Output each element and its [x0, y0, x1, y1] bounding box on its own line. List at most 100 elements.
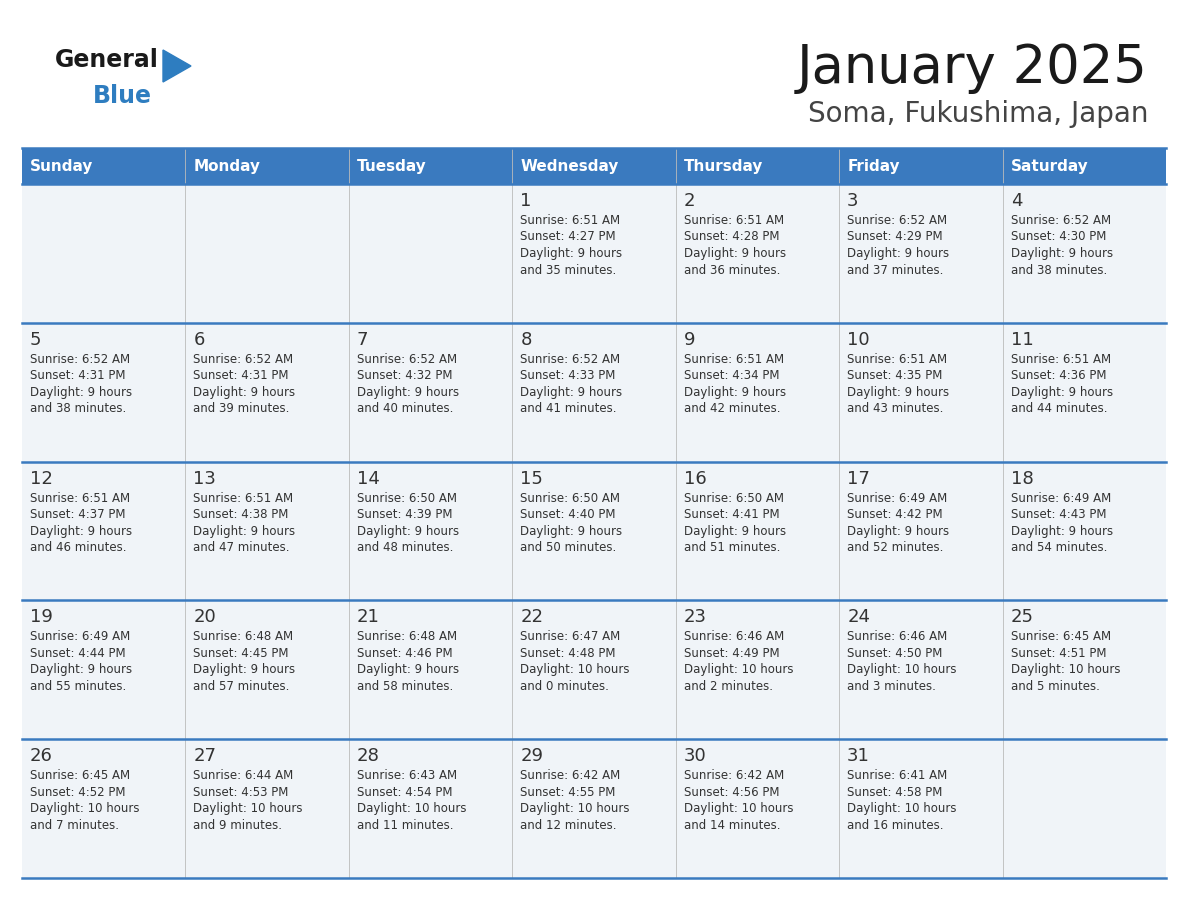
Text: 24: 24: [847, 609, 870, 626]
Text: Sunrise: 6:52 AM: Sunrise: 6:52 AM: [847, 214, 947, 227]
Text: 12: 12: [30, 470, 53, 487]
Text: Sunday: Sunday: [30, 159, 94, 174]
Text: Sunrise: 6:52 AM: Sunrise: 6:52 AM: [194, 353, 293, 365]
Text: and 14 minutes.: and 14 minutes.: [684, 819, 781, 832]
Text: Sunset: 4:49 PM: Sunset: 4:49 PM: [684, 647, 779, 660]
Text: 28: 28: [356, 747, 380, 766]
Text: Sunset: 4:56 PM: Sunset: 4:56 PM: [684, 786, 779, 799]
Text: 19: 19: [30, 609, 53, 626]
Text: Sunrise: 6:52 AM: Sunrise: 6:52 AM: [356, 353, 457, 365]
Text: and 42 minutes.: and 42 minutes.: [684, 402, 781, 415]
Text: Daylight: 10 hours: Daylight: 10 hours: [520, 802, 630, 815]
Text: 17: 17: [847, 470, 870, 487]
Text: Sunrise: 6:51 AM: Sunrise: 6:51 AM: [684, 353, 784, 365]
Text: and 58 minutes.: and 58 minutes.: [356, 680, 453, 693]
Text: 20: 20: [194, 609, 216, 626]
Text: 11: 11: [1011, 330, 1034, 349]
Text: Sunset: 4:32 PM: Sunset: 4:32 PM: [356, 369, 453, 382]
Text: Sunset: 4:51 PM: Sunset: 4:51 PM: [1011, 647, 1106, 660]
Text: 4: 4: [1011, 192, 1022, 210]
Text: Sunrise: 6:51 AM: Sunrise: 6:51 AM: [1011, 353, 1111, 365]
Text: and 46 minutes.: and 46 minutes.: [30, 541, 126, 554]
Text: and 54 minutes.: and 54 minutes.: [1011, 541, 1107, 554]
Bar: [349, 148, 512, 184]
Text: and 43 minutes.: and 43 minutes.: [847, 402, 943, 415]
Bar: [1003, 462, 1165, 600]
Text: Sunrise: 6:42 AM: Sunrise: 6:42 AM: [684, 769, 784, 782]
Text: Soma, Fukushima, Japan: Soma, Fukushima, Japan: [808, 100, 1148, 128]
Bar: [23, 739, 185, 878]
Text: and 40 minutes.: and 40 minutes.: [356, 402, 454, 415]
Text: 5: 5: [30, 330, 42, 349]
Text: 27: 27: [194, 747, 216, 766]
Bar: [349, 184, 512, 323]
Text: and 12 minutes.: and 12 minutes.: [520, 819, 617, 832]
Text: Daylight: 10 hours: Daylight: 10 hours: [1011, 664, 1120, 677]
Text: Daylight: 10 hours: Daylight: 10 hours: [684, 802, 794, 815]
Text: 8: 8: [520, 330, 532, 349]
Bar: [839, 600, 1003, 739]
Text: Sunset: 4:37 PM: Sunset: 4:37 PM: [30, 508, 126, 521]
Bar: [23, 184, 185, 323]
Text: and 50 minutes.: and 50 minutes.: [520, 541, 617, 554]
Text: and 16 minutes.: and 16 minutes.: [847, 819, 943, 832]
Text: Daylight: 9 hours: Daylight: 9 hours: [30, 524, 132, 538]
Text: Daylight: 9 hours: Daylight: 9 hours: [356, 524, 459, 538]
Text: Monday: Monday: [194, 159, 260, 174]
Text: 18: 18: [1011, 470, 1034, 487]
Text: Tuesday: Tuesday: [356, 159, 426, 174]
Text: and 51 minutes.: and 51 minutes.: [684, 541, 781, 554]
Text: Friday: Friday: [847, 159, 899, 174]
Text: and 39 minutes.: and 39 minutes.: [194, 402, 290, 415]
Text: Sunset: 4:38 PM: Sunset: 4:38 PM: [194, 508, 289, 521]
Text: 15: 15: [520, 470, 543, 487]
Text: Daylight: 9 hours: Daylight: 9 hours: [684, 524, 785, 538]
Text: Daylight: 9 hours: Daylight: 9 hours: [684, 247, 785, 260]
Bar: [349, 600, 512, 739]
Bar: [185, 739, 349, 878]
Text: Sunset: 4:40 PM: Sunset: 4:40 PM: [520, 508, 615, 521]
Text: Daylight: 9 hours: Daylight: 9 hours: [194, 664, 296, 677]
Text: and 3 minutes.: and 3 minutes.: [847, 680, 936, 693]
Text: Sunset: 4:44 PM: Sunset: 4:44 PM: [30, 647, 126, 660]
Text: 31: 31: [847, 747, 870, 766]
Text: Sunset: 4:53 PM: Sunset: 4:53 PM: [194, 786, 289, 799]
Text: Daylight: 9 hours: Daylight: 9 hours: [520, 386, 623, 398]
Text: 26: 26: [30, 747, 53, 766]
Bar: [185, 462, 349, 600]
Text: Daylight: 10 hours: Daylight: 10 hours: [356, 802, 467, 815]
Text: Sunrise: 6:50 AM: Sunrise: 6:50 AM: [520, 492, 620, 505]
Text: Sunrise: 6:50 AM: Sunrise: 6:50 AM: [684, 492, 784, 505]
Text: Sunrise: 6:49 AM: Sunrise: 6:49 AM: [30, 631, 131, 644]
Text: Daylight: 9 hours: Daylight: 9 hours: [684, 386, 785, 398]
Text: Sunrise: 6:46 AM: Sunrise: 6:46 AM: [847, 631, 947, 644]
Text: Sunset: 4:48 PM: Sunset: 4:48 PM: [520, 647, 615, 660]
Text: Daylight: 9 hours: Daylight: 9 hours: [1011, 386, 1113, 398]
Text: Sunset: 4:30 PM: Sunset: 4:30 PM: [1011, 230, 1106, 243]
Text: and 44 minutes.: and 44 minutes.: [1011, 402, 1107, 415]
Text: Sunset: 4:31 PM: Sunset: 4:31 PM: [194, 369, 289, 382]
Bar: [676, 323, 839, 462]
Text: and 57 minutes.: and 57 minutes.: [194, 680, 290, 693]
Text: Daylight: 9 hours: Daylight: 9 hours: [194, 386, 296, 398]
Text: and 41 minutes.: and 41 minutes.: [520, 402, 617, 415]
Bar: [676, 600, 839, 739]
Bar: [185, 600, 349, 739]
Bar: [23, 148, 185, 184]
Bar: [349, 739, 512, 878]
Text: Daylight: 10 hours: Daylight: 10 hours: [847, 664, 956, 677]
Text: General: General: [55, 48, 159, 72]
Text: and 38 minutes.: and 38 minutes.: [30, 402, 126, 415]
Bar: [185, 148, 349, 184]
Text: Sunrise: 6:49 AM: Sunrise: 6:49 AM: [847, 492, 947, 505]
Text: and 48 minutes.: and 48 minutes.: [356, 541, 454, 554]
Text: 6: 6: [194, 330, 204, 349]
Text: Sunrise: 6:51 AM: Sunrise: 6:51 AM: [847, 353, 947, 365]
Text: Sunset: 4:58 PM: Sunset: 4:58 PM: [847, 786, 942, 799]
Bar: [839, 462, 1003, 600]
Text: Sunrise: 6:45 AM: Sunrise: 6:45 AM: [30, 769, 131, 782]
Bar: [676, 148, 839, 184]
Text: Sunset: 4:45 PM: Sunset: 4:45 PM: [194, 647, 289, 660]
Bar: [1003, 323, 1165, 462]
Text: Sunset: 4:34 PM: Sunset: 4:34 PM: [684, 369, 779, 382]
